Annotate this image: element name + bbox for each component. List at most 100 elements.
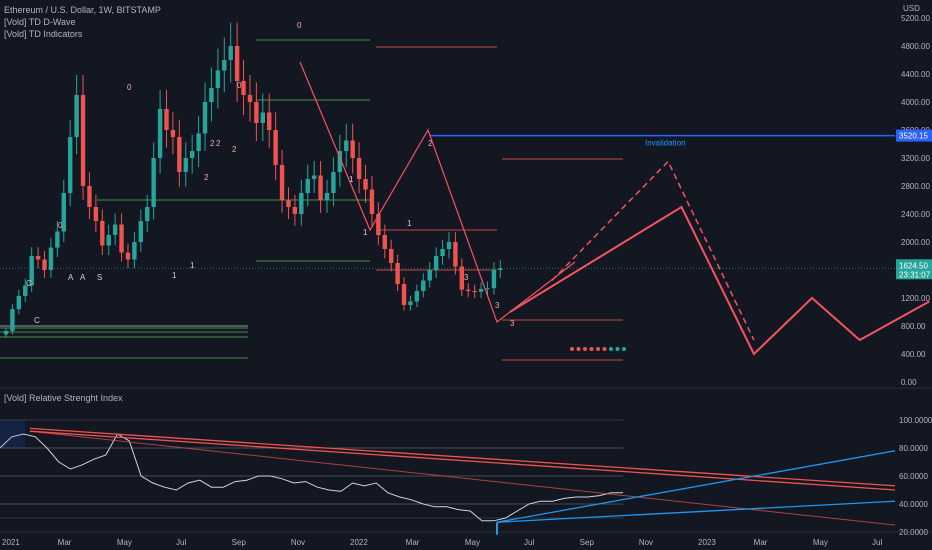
time-tick-label: Sep <box>232 538 247 547</box>
td-dot <box>576 347 581 351</box>
candle-body <box>80 95 86 186</box>
candle-body <box>331 172 336 193</box>
price-tick-label: 800.00 <box>901 322 926 331</box>
candle-body <box>324 193 330 200</box>
td-count-label: 1 <box>172 271 177 280</box>
candle-body <box>202 102 208 134</box>
candle-body <box>363 179 368 190</box>
candle-body <box>183 158 188 172</box>
candle-body <box>311 175 317 179</box>
candle-body <box>48 247 54 270</box>
candle-body <box>382 235 387 249</box>
candle-body <box>93 207 99 221</box>
candle-body <box>68 137 73 193</box>
candle-body <box>87 186 92 207</box>
candle-body <box>273 130 278 165</box>
candle-body <box>498 268 503 270</box>
wave-path-historical <box>299 61 576 323</box>
candle-body <box>35 256 41 260</box>
candle-body <box>260 112 265 123</box>
rsi-tick-label: 80.0000 <box>899 444 928 453</box>
candle-body <box>170 130 176 137</box>
candle-body <box>459 266 465 290</box>
candle-body <box>119 224 124 253</box>
candle-body <box>305 179 310 193</box>
time-tick-label: Jul <box>176 538 186 547</box>
rsi-title[interactable]: [Vold] Relative Strenght Index <box>4 393 123 403</box>
time-tick-label: May <box>813 538 828 547</box>
candle-body <box>427 270 432 281</box>
candle-body <box>3 330 9 335</box>
candle-body <box>106 235 111 246</box>
candle-body <box>421 280 426 291</box>
price-tick-label: 0.00 <box>901 378 917 387</box>
candle-body <box>376 214 381 235</box>
candle-body <box>356 158 362 179</box>
candle-body <box>138 221 144 242</box>
td-count-label: 0 <box>58 221 63 230</box>
candle-body <box>408 301 413 305</box>
candle-body <box>234 46 240 81</box>
td-count-label: 1 <box>349 175 354 184</box>
td-count-label: 0 <box>127 83 132 92</box>
candle-body <box>29 256 34 286</box>
time-tick-label: Mar <box>754 538 768 547</box>
td-dot <box>615 347 620 351</box>
candle-body <box>215 70 221 88</box>
time-tick-label: May <box>117 538 132 547</box>
candle-body <box>267 112 272 130</box>
td-count-label: 0 <box>237 81 242 90</box>
rsi-trendline-up <box>496 450 896 523</box>
rsi-overbought-fill <box>0 420 25 448</box>
price-tick-label: 4800.00 <box>901 42 930 51</box>
td-count-label: 2 <box>428 139 433 148</box>
td-dot <box>589 347 594 351</box>
price-tick-label: 1200.00 <box>901 294 930 303</box>
td-count-label: 3 <box>464 273 469 282</box>
td-count-label: C <box>26 279 32 288</box>
td-count-label: 0 <box>297 21 302 30</box>
candle-body <box>151 158 156 207</box>
symbol-title: Ethereum / U.S. Dollar, 1W, BITSTAMP <box>4 5 161 15</box>
candle-body <box>145 207 150 221</box>
invalidation-price-badge <box>896 129 932 142</box>
indicator-td-indicators[interactable]: [Vold] TD Indicators <box>4 29 83 39</box>
price-tick-label: 2000.00 <box>901 238 930 247</box>
td-count-label: 2 <box>216 139 221 148</box>
candle-body <box>189 151 195 158</box>
projection-solid-path <box>509 205 930 356</box>
candle-body <box>292 207 298 214</box>
candle-body <box>466 289 471 291</box>
indicator-td-dwave[interactable]: [Vold] TD D-Wave <box>4 17 76 27</box>
projection-dashed-path <box>551 160 755 341</box>
price-tick-label: 4000.00 <box>901 98 930 107</box>
candle-body <box>228 46 233 60</box>
candle-body <box>401 284 407 305</box>
price-tick-label: 400.00 <box>901 350 926 359</box>
candle-body <box>344 140 349 151</box>
last-price-badge <box>896 259 932 280</box>
price-tick-label: 3200.00 <box>901 154 930 163</box>
candle-body <box>196 133 201 151</box>
rsi-tick-label: 20.0000 <box>899 528 928 537</box>
candle-body <box>222 60 227 71</box>
price-axis-currency: USD <box>903 4 920 13</box>
candle-body <box>433 256 439 270</box>
candle-body <box>472 291 477 292</box>
candle-body <box>10 309 15 331</box>
price-tick-label: 2400.00 <box>901 210 930 219</box>
td-dot <box>609 347 613 351</box>
candle-body <box>177 137 182 172</box>
candle-body <box>164 109 169 130</box>
candle-body <box>55 231 60 248</box>
td-count-label: 2 <box>204 173 209 182</box>
td-count-label: 3 <box>510 319 515 328</box>
td-count-label: 1 <box>363 228 368 237</box>
td-count-label: A <box>80 273 86 282</box>
td-dot <box>602 347 607 351</box>
candle-body <box>112 224 118 235</box>
candle-body <box>42 259 47 270</box>
candle-body <box>209 88 214 102</box>
candle-body <box>389 249 394 263</box>
